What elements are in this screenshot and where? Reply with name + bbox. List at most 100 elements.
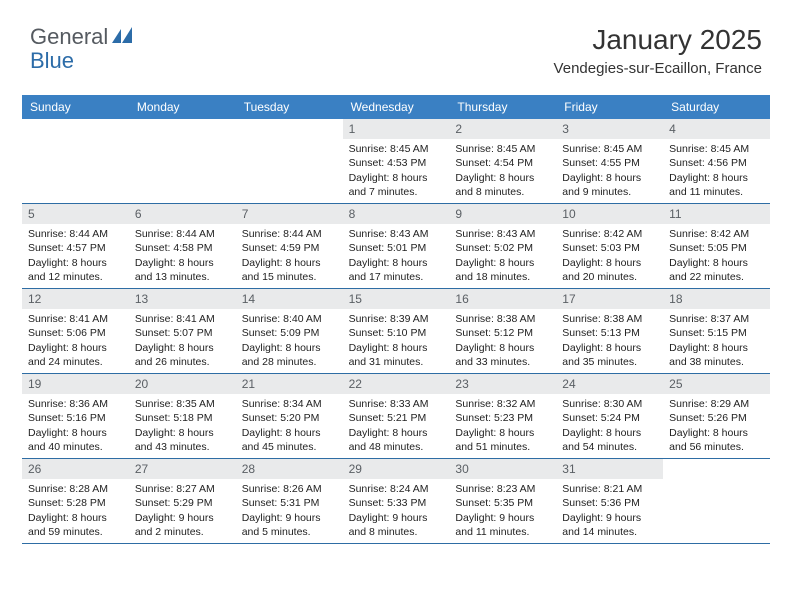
sunrise-text: Sunrise: 8:42 AM (562, 227, 657, 241)
sunrise-text: Sunrise: 8:24 AM (349, 482, 444, 496)
logo-text-blue: Blue (30, 48, 74, 73)
day-number: 12 (22, 289, 129, 309)
day-body: Sunrise: 8:32 AMSunset: 5:23 PMDaylight:… (449, 394, 556, 458)
daylight-text: Daylight: 8 hours and 48 minutes. (349, 426, 444, 454)
day-cell: 26Sunrise: 8:28 AMSunset: 5:28 PMDayligh… (22, 459, 129, 543)
day-body: Sunrise: 8:45 AMSunset: 4:55 PMDaylight:… (556, 139, 663, 203)
day-header-cell: Friday (556, 95, 663, 119)
day-cell: 17Sunrise: 8:38 AMSunset: 5:13 PMDayligh… (556, 289, 663, 373)
sunrise-text: Sunrise: 8:43 AM (455, 227, 550, 241)
daylight-text: Daylight: 8 hours and 24 minutes. (28, 341, 123, 369)
sunrise-text: Sunrise: 8:45 AM (455, 142, 550, 156)
day-cell: 10Sunrise: 8:42 AMSunset: 5:03 PMDayligh… (556, 204, 663, 288)
day-number: 28 (236, 459, 343, 479)
daylight-text: Daylight: 8 hours and 18 minutes. (455, 256, 550, 284)
daylight-text: Daylight: 8 hours and 12 minutes. (28, 256, 123, 284)
day-cell: 9Sunrise: 8:43 AMSunset: 5:02 PMDaylight… (449, 204, 556, 288)
sunrise-text: Sunrise: 8:43 AM (349, 227, 444, 241)
day-number: 24 (556, 374, 663, 394)
sunrise-text: Sunrise: 8:26 AM (242, 482, 337, 496)
sunrise-text: Sunrise: 8:41 AM (28, 312, 123, 326)
sunrise-text: Sunrise: 8:44 AM (28, 227, 123, 241)
sunrise-text: Sunrise: 8:30 AM (562, 397, 657, 411)
day-number: 2 (449, 119, 556, 139)
day-number: 18 (663, 289, 770, 309)
logo-mark-icon (112, 26, 134, 49)
day-cell: 19Sunrise: 8:36 AMSunset: 5:16 PMDayligh… (22, 374, 129, 458)
day-cell: 15Sunrise: 8:39 AMSunset: 5:10 PMDayligh… (343, 289, 450, 373)
day-cell: 4Sunrise: 8:45 AMSunset: 4:56 PMDaylight… (663, 119, 770, 203)
day-body: Sunrise: 8:23 AMSunset: 5:35 PMDaylight:… (449, 479, 556, 543)
sunrise-text: Sunrise: 8:34 AM (242, 397, 337, 411)
daylight-text: Daylight: 8 hours and 31 minutes. (349, 341, 444, 369)
day-number: 11 (663, 204, 770, 224)
day-cell: 20Sunrise: 8:35 AMSunset: 5:18 PMDayligh… (129, 374, 236, 458)
daylight-text: Daylight: 8 hours and 28 minutes. (242, 341, 337, 369)
day-body: Sunrise: 8:33 AMSunset: 5:21 PMDaylight:… (343, 394, 450, 458)
day-body: Sunrise: 8:26 AMSunset: 5:31 PMDaylight:… (236, 479, 343, 543)
daylight-text: Daylight: 8 hours and 8 minutes. (455, 171, 550, 199)
day-number: 6 (129, 204, 236, 224)
day-number: 16 (449, 289, 556, 309)
day-header-row: Sunday Monday Tuesday Wednesday Thursday… (22, 95, 770, 119)
week-row: 1Sunrise: 8:45 AMSunset: 4:53 PMDaylight… (22, 119, 770, 204)
day-cell (22, 119, 129, 203)
sunrise-text: Sunrise: 8:37 AM (669, 312, 764, 326)
day-body: Sunrise: 8:45 AMSunset: 4:53 PMDaylight:… (343, 139, 450, 203)
day-body: Sunrise: 8:41 AMSunset: 5:07 PMDaylight:… (129, 309, 236, 373)
sunrise-text: Sunrise: 8:45 AM (669, 142, 764, 156)
daylight-text: Daylight: 8 hours and 7 minutes. (349, 171, 444, 199)
day-cell: 28Sunrise: 8:26 AMSunset: 5:31 PMDayligh… (236, 459, 343, 543)
daylight-text: Daylight: 8 hours and 40 minutes. (28, 426, 123, 454)
sunrise-text: Sunrise: 8:44 AM (135, 227, 230, 241)
day-cell: 8Sunrise: 8:43 AMSunset: 5:01 PMDaylight… (343, 204, 450, 288)
day-number: 27 (129, 459, 236, 479)
day-number: 23 (449, 374, 556, 394)
daylight-text: Daylight: 8 hours and 59 minutes. (28, 511, 123, 539)
day-cell (236, 119, 343, 203)
day-number: 21 (236, 374, 343, 394)
sunrise-text: Sunrise: 8:33 AM (349, 397, 444, 411)
day-cell: 21Sunrise: 8:34 AMSunset: 5:20 PMDayligh… (236, 374, 343, 458)
daylight-text: Daylight: 9 hours and 11 minutes. (455, 511, 550, 539)
week-row: 26Sunrise: 8:28 AMSunset: 5:28 PMDayligh… (22, 459, 770, 544)
day-number: 17 (556, 289, 663, 309)
sunset-text: Sunset: 5:13 PM (562, 326, 657, 340)
sunset-text: Sunset: 5:20 PM (242, 411, 337, 425)
header: General January 2025 Vendegies-sur-Ecail… (0, 0, 792, 85)
day-number: 1 (343, 119, 450, 139)
daylight-text: Daylight: 8 hours and 13 minutes. (135, 256, 230, 284)
day-number: 7 (236, 204, 343, 224)
daylight-text: Daylight: 8 hours and 17 minutes. (349, 256, 444, 284)
week-row: 12Sunrise: 8:41 AMSunset: 5:06 PMDayligh… (22, 289, 770, 374)
sunrise-text: Sunrise: 8:42 AM (669, 227, 764, 241)
sunrise-text: Sunrise: 8:41 AM (135, 312, 230, 326)
sunrise-text: Sunrise: 8:44 AM (242, 227, 337, 241)
day-cell: 11Sunrise: 8:42 AMSunset: 5:05 PMDayligh… (663, 204, 770, 288)
daylight-text: Daylight: 8 hours and 51 minutes. (455, 426, 550, 454)
sunset-text: Sunset: 5:09 PM (242, 326, 337, 340)
sunrise-text: Sunrise: 8:36 AM (28, 397, 123, 411)
sunset-text: Sunset: 5:02 PM (455, 241, 550, 255)
daylight-text: Daylight: 8 hours and 54 minutes. (562, 426, 657, 454)
day-body: Sunrise: 8:44 AMSunset: 4:58 PMDaylight:… (129, 224, 236, 288)
sunset-text: Sunset: 4:53 PM (349, 156, 444, 170)
day-cell: 12Sunrise: 8:41 AMSunset: 5:06 PMDayligh… (22, 289, 129, 373)
sunset-text: Sunset: 5:26 PM (669, 411, 764, 425)
sunset-text: Sunset: 4:54 PM (455, 156, 550, 170)
day-number: 20 (129, 374, 236, 394)
sunset-text: Sunset: 5:28 PM (28, 496, 123, 510)
sunset-text: Sunset: 5:03 PM (562, 241, 657, 255)
logo: General (30, 24, 136, 50)
day-cell (129, 119, 236, 203)
day-cell: 5Sunrise: 8:44 AMSunset: 4:57 PMDaylight… (22, 204, 129, 288)
daylight-text: Daylight: 8 hours and 22 minutes. (669, 256, 764, 284)
sunrise-text: Sunrise: 8:32 AM (455, 397, 550, 411)
sunset-text: Sunset: 4:55 PM (562, 156, 657, 170)
day-body: Sunrise: 8:29 AMSunset: 5:26 PMDaylight:… (663, 394, 770, 458)
day-cell: 2 Sunrise: 8:45 AMSunset: 4:54 PMDaylight… (449, 119, 556, 203)
daylight-text: Daylight: 8 hours and 33 minutes. (455, 341, 550, 369)
day-body: Sunrise: 8:40 AMSunset: 5:09 PMDaylight:… (236, 309, 343, 373)
location: Vendegies-sur-Ecaillon, France (554, 60, 762, 77)
daylight-text: Daylight: 8 hours and 56 minutes. (669, 426, 764, 454)
